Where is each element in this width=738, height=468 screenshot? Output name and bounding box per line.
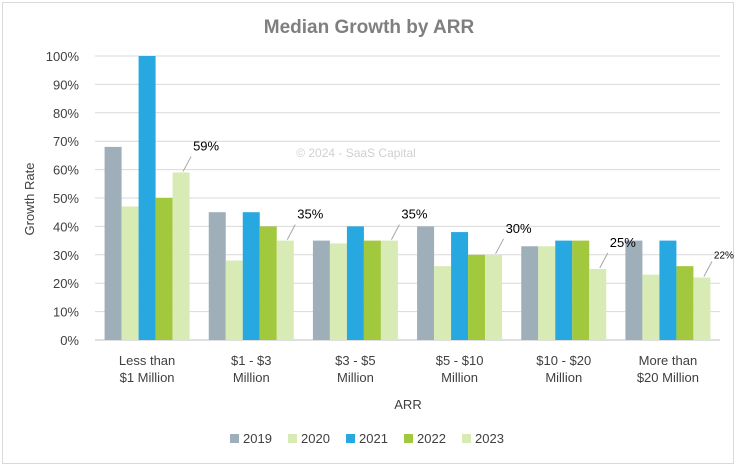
- x-axis-title: ARR: [394, 397, 421, 412]
- bar-2019: [208, 212, 226, 340]
- x-tick-label: $10 - $20 Million: [536, 353, 591, 385]
- bar-2020: [121, 206, 139, 340]
- data-label-leader: [390, 224, 400, 240]
- chart-title: Median Growth by ARR: [264, 17, 475, 38]
- bar-2023: [276, 240, 294, 340]
- data-label-leader: [182, 156, 192, 172]
- bar-2023: [589, 269, 607, 340]
- bar-2019: [104, 146, 122, 340]
- data-label: 25%: [610, 235, 636, 250]
- bar-2023: [485, 254, 503, 340]
- data-label-leader: [703, 261, 713, 277]
- bars: [104, 56, 711, 340]
- data-label: 35%: [401, 207, 427, 222]
- y-tick-label: 50%: [53, 191, 79, 206]
- data-label: 22%: [714, 251, 734, 262]
- bar-2019: [521, 246, 539, 340]
- bar-2020: [329, 243, 347, 340]
- legend-label-2023: 2023: [475, 431, 504, 446]
- bar-2019: [625, 240, 643, 340]
- bar-2019: [417, 226, 435, 340]
- bar-2020: [434, 266, 452, 340]
- data-label: 30%: [506, 221, 532, 236]
- x-tick-label: Less than $1 Million: [119, 353, 175, 385]
- gridlines: [95, 55, 720, 341]
- bar-2022: [468, 254, 486, 340]
- y-tick-label: 90%: [53, 77, 79, 92]
- legend-swatch-2022: [404, 434, 413, 443]
- legend-swatch-2019: [230, 434, 239, 443]
- y-tick-label: 70%: [53, 134, 79, 149]
- bar-2022: [259, 226, 277, 340]
- data-label-leader: [495, 238, 505, 255]
- y-tick-label: 60%: [53, 163, 79, 178]
- data-label-leader: [599, 252, 609, 269]
- bar-2021: [346, 226, 364, 340]
- legend-label-2021: 2021: [359, 431, 388, 446]
- bar-2021: [242, 212, 260, 340]
- y-tick-label: 100%: [46, 49, 80, 64]
- watermark: © 2024 - SaaS Capital: [296, 146, 416, 160]
- y-axis-ticks: 0% 10% 20% 30% 40% 50% 60% 70% 80% 90% 100%: [46, 49, 80, 348]
- data-labels: 59% 35% 35% 30% 25% 22%: [182, 138, 734, 277]
- x-tick-label: $5 - $10 Million: [436, 353, 484, 385]
- bar-2021: [659, 240, 677, 340]
- legend-label-2019: 2019: [243, 431, 272, 446]
- legend-swatch-2020: [288, 434, 297, 443]
- y-axis-title: Growth Rate: [22, 163, 37, 236]
- data-label-leader: [286, 224, 296, 240]
- x-tick-label: More than $20 Million: [637, 353, 699, 385]
- bar-2023: [380, 240, 398, 340]
- y-tick-label: 20%: [53, 276, 79, 291]
- legend-label-2022: 2022: [417, 431, 446, 446]
- y-tick-label: 10%: [53, 305, 79, 320]
- legend-label-2020: 2020: [301, 431, 330, 446]
- x-axis-ticks: Less than $1 Million $1 - $3 Million $3 - $5…: [119, 353, 699, 385]
- bar-2022: [676, 266, 694, 340]
- bar-2020: [642, 274, 660, 340]
- data-label: 59%: [193, 138, 219, 153]
- y-tick-label: 30%: [53, 248, 79, 263]
- y-tick-label: 80%: [53, 106, 79, 121]
- data-label: 35%: [297, 207, 323, 222]
- bar-2022: [363, 240, 381, 340]
- bar-2021: [138, 56, 156, 340]
- x-tick-label: $1 - $3 Million: [231, 353, 271, 385]
- y-tick-label: 0%: [60, 333, 79, 348]
- legend-swatch-2021: [346, 434, 355, 443]
- bar-2022: [572, 240, 590, 340]
- bar-2020: [538, 246, 556, 340]
- bar-2021: [555, 240, 573, 340]
- y-tick-label: 40%: [53, 219, 79, 234]
- bar-2023: [172, 172, 190, 340]
- bar-2021: [451, 232, 469, 340]
- bar-2022: [155, 198, 173, 340]
- bar-2023: [693, 277, 711, 340]
- bar-2019: [312, 240, 330, 340]
- bar-2020: [225, 260, 243, 340]
- legend-swatch-2023: [462, 434, 471, 443]
- x-tick-label: $3 - $5 Million: [335, 353, 375, 385]
- legend: 2019 2020 2021 2022 2023: [230, 431, 504, 446]
